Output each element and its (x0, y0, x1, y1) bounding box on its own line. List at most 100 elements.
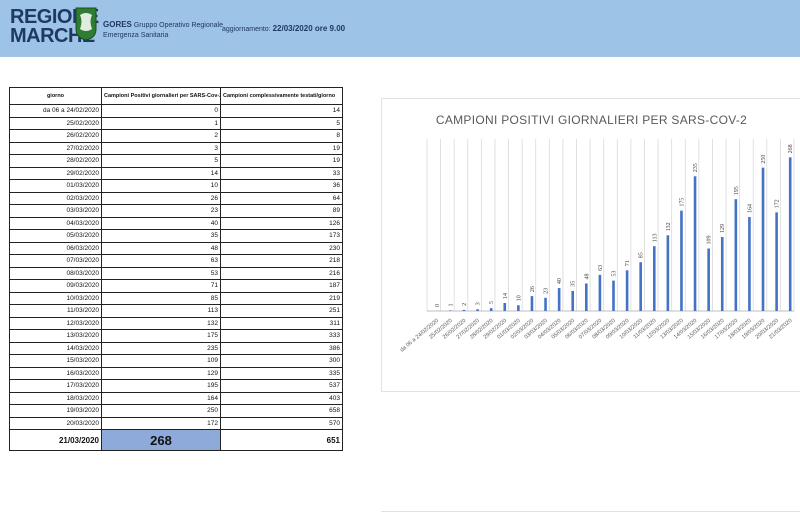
cell-testati: 33 (220, 166, 343, 180)
cell-positivi: 113 (101, 304, 221, 318)
table-row: 05/03/2020 35 173 (9, 229, 343, 243)
bar (530, 296, 534, 311)
cell-date: 02/03/2020 (9, 191, 102, 205)
cell-testati: 570 (220, 416, 343, 430)
bar (489, 308, 493, 311)
chart-title: CAMPIONI POSITIVI GIORNALIERI PER SARS-C… (435, 113, 748, 127)
bar (557, 288, 561, 311)
bar (639, 262, 642, 311)
bar (748, 216, 751, 311)
bar (734, 199, 738, 311)
cell-positivi: 10 (101, 179, 221, 193)
cell-positivi: 164 (101, 391, 221, 405)
cell-date: 04/03/2020 (9, 216, 102, 230)
cell-positivi: 85 (101, 291, 221, 305)
cell-positivi: 14 (101, 166, 221, 180)
update-value: 22/03/2020 ore 9.00 (272, 24, 346, 33)
bar (476, 309, 479, 311)
cell-positivi: 5 (101, 154, 221, 168)
cell-positivi: 109 (101, 354, 221, 368)
cell-testati: 251 (220, 304, 343, 318)
gores-title: GORES (103, 20, 132, 29)
data-label: 132 (666, 222, 672, 231)
table-row: 17/03/2020 195 537 (9, 379, 343, 393)
cell-positivi: 195 (101, 379, 221, 393)
cell-testati: 14 (220, 104, 343, 118)
bar-chart: 0da 06 a 24/02/2020125/02/2020226/02/202… (399, 139, 795, 354)
cell-positivi: 0 (101, 104, 221, 118)
cell-positivi: 132 (101, 316, 221, 330)
data-label: 35 (571, 281, 577, 287)
bar (625, 270, 629, 311)
cell-positivi: 3 (101, 141, 221, 155)
data-label: 63 (598, 265, 604, 271)
table-row-latest: 21/03/2020 268 651 (9, 429, 343, 451)
data-label: 85 (639, 252, 645, 258)
bar (503, 302, 507, 311)
cell-date: 08/03/2020 (9, 266, 102, 280)
table-row: 02/03/2020 26 64 (9, 191, 343, 205)
bar (720, 237, 724, 311)
cell-testati: 300 (220, 354, 343, 368)
cell-date: 13/03/2020 (9, 329, 102, 343)
bar (761, 167, 765, 311)
bar (598, 274, 602, 311)
cell-date: 16/03/2020 (9, 366, 102, 380)
data-label: 14 (503, 293, 509, 299)
cell-positivi: 2 (101, 129, 221, 143)
cell-positivi: 53 (101, 266, 221, 280)
gores-subtitle-1: Gruppo Operativo Regionale (133, 22, 223, 29)
data-label: 3 (476, 302, 482, 305)
data-label: 71 (625, 260, 631, 266)
bar (693, 176, 697, 311)
cell-testati: 218 (220, 254, 343, 268)
cell-positivi: 1 (101, 116, 221, 130)
data-label: 0 (435, 304, 441, 307)
cell-date: 09/03/2020 (9, 279, 102, 293)
cell-testati: 5 (220, 116, 343, 130)
table-row: 13/03/2020 175 333 (9, 329, 343, 343)
table-row: 01/03/2020 10 36 (9, 179, 343, 193)
cell-date: 06/03/2020 (9, 241, 102, 255)
cell-date: 10/03/2020 (9, 291, 102, 305)
data-label: 113 (652, 233, 658, 242)
table-header-row: giorno Campioni Positivi giornalieri per… (9, 87, 343, 105)
data-label: 40 (557, 278, 563, 284)
table-row: 06/03/2020 48 230 (9, 241, 343, 255)
table-row: 28/02/2020 5 19 (9, 154, 343, 168)
cell-testati: 386 (220, 341, 343, 355)
cell-testati: 311 (220, 316, 343, 330)
cell-positivi: 129 (101, 366, 221, 380)
gores-subtitle-2: Emergenza Sanitaria (103, 32, 169, 39)
cell-testati: 403 (220, 391, 343, 405)
header-bar: REGIONE MARCHE GORES Gruppo Operativo Re… (0, 0, 800, 57)
cell-positivi: 235 (101, 341, 221, 355)
cell-positivi: 23 (101, 204, 221, 218)
table-row: 07/03/2020 63 218 (9, 254, 343, 268)
table-row: 11/03/2020 113 251 (9, 304, 343, 318)
bar (788, 157, 792, 311)
logo-line-2: MARCHE (10, 25, 95, 47)
table-row: 26/02/2020 2 8 (9, 129, 343, 143)
cell-testati: 19 (220, 141, 343, 155)
cell-testati: 19 (220, 154, 343, 168)
cell-positivi: 71 (101, 279, 221, 293)
cell-positivi: 172 (101, 416, 221, 430)
cell-date: 18/03/2020 (9, 391, 102, 405)
regional-emblem-icon (75, 7, 97, 41)
cell-positivi: 26 (101, 191, 221, 205)
data-label: 5 (489, 301, 495, 304)
table-row: 12/03/2020 132 311 (9, 316, 343, 330)
data-label: 23 (544, 288, 550, 294)
cell-date: da 06 a 24/02/2020 (9, 104, 102, 118)
data-label: 268 (788, 144, 794, 153)
data-label: 129 (720, 224, 726, 233)
cell-date: 17/03/2020 (9, 379, 102, 393)
table-row: 03/03/2020 23 89 (9, 204, 343, 218)
cell-date: 19/03/2020 (9, 404, 102, 418)
update-label: aggiornamento: (222, 26, 271, 33)
cell-date: 07/03/2020 (9, 254, 102, 268)
cell-date: 26/02/2020 (9, 129, 102, 143)
update-info: aggiornamento: 22/03/2020 ore 9.00 (222, 24, 345, 33)
data-label: 235 (693, 163, 699, 172)
